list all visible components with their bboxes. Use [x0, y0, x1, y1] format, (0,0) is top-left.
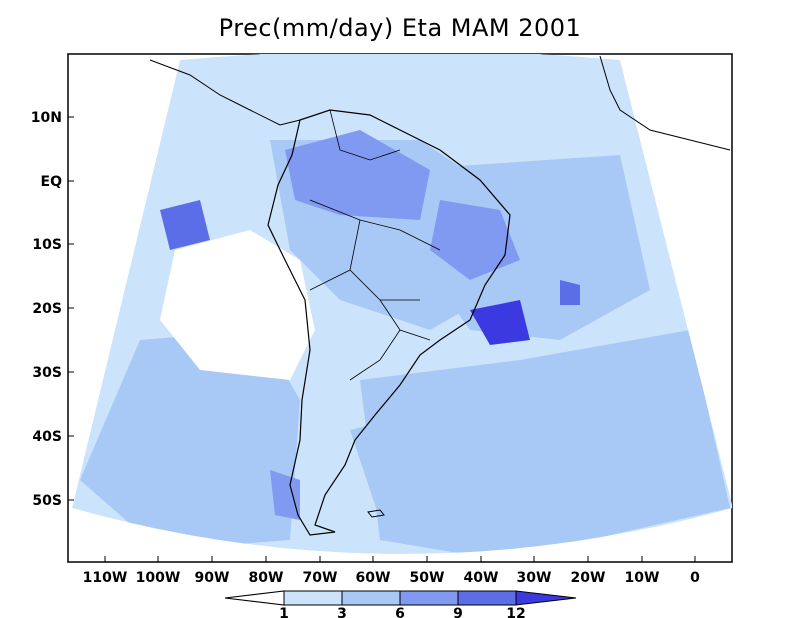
precip-field — [72, 54, 732, 554]
y-tick-label-10n: 10N — [31, 110, 62, 126]
dry-region-southeast-pacific — [160, 230, 315, 380]
x-tick-label-0: 0 — [690, 570, 700, 586]
y-tick-label-10s: 10S — [32, 237, 62, 253]
heavy-precip-east-pacific — [160, 200, 210, 250]
x-tick-label-40w: 40W — [464, 570, 499, 586]
colorbar-segment-below-1 — [224, 590, 285, 606]
central-america-coastline — [149, 59, 301, 126]
y-tick-label-20s: 20S — [32, 301, 62, 317]
x-tick-label-110w: 110W — [83, 570, 128, 586]
colorbar-label-12: 12 — [506, 606, 525, 618]
precip-band-southeast-pacific — [80, 330, 300, 550]
colorbar-segment-3-6 — [341, 590, 401, 606]
falkland-islands — [367, 509, 385, 518]
x-tick-label-100w: 100W — [136, 570, 181, 586]
south-america-coastline — [267, 109, 511, 536]
heavy-precip-southern-chile — [270, 470, 300, 520]
y-tick-label-40s: 40S — [32, 429, 62, 445]
precip-band-southwest-atlantic — [350, 400, 540, 520]
colorbar-label-6: 6 — [395, 606, 405, 618]
y-tick-label-eq: EQ — [41, 174, 63, 190]
colorbar-label-9: 9 — [453, 606, 463, 618]
y-tick-label-50s: 50S — [32, 493, 62, 509]
y-axis: 10N EQ 10S 20S 30S 40S 50S — [31, 110, 74, 509]
x-tick-label-50w: 50W — [410, 570, 445, 586]
colorbar-segment-9-12 — [457, 590, 517, 606]
x-tick-label-60w: 60W — [356, 570, 391, 586]
x-axis: 110W 100W 90W 80W 70W 60W 50W 40W 30W 20… — [83, 556, 700, 586]
x-tick-label-70w: 70W — [303, 570, 338, 586]
colorbar-segment-6-9 — [399, 590, 459, 606]
colorbar-label-1: 1 — [279, 606, 289, 618]
heavy-precip-central-atlantic — [560, 280, 580, 305]
x-tick-label-90w: 90W — [195, 570, 230, 586]
africa-coastline — [599, 55, 731, 151]
colorbar-segment-above-12 — [515, 590, 577, 606]
colorbar: 1 3 6 9 12 — [224, 590, 577, 618]
country-borders — [309, 109, 441, 381]
x-tick-label-80w: 80W — [249, 570, 284, 586]
x-tick-label-10w: 10W — [625, 570, 660, 586]
heavy-precip-sacz — [470, 300, 530, 345]
colorbar-segment-1-3 — [283, 590, 343, 606]
y-tick-label-30s: 30S — [32, 365, 62, 381]
x-tick-label-30w: 30W — [517, 570, 552, 586]
colorbar-label-3: 3 — [337, 606, 347, 618]
heavy-precip-northeast-brazil — [430, 200, 520, 280]
map-title: Prec(mm/day) Eta MAM 2001 — [218, 14, 582, 42]
x-tick-label-20w: 20W — [571, 570, 606, 586]
